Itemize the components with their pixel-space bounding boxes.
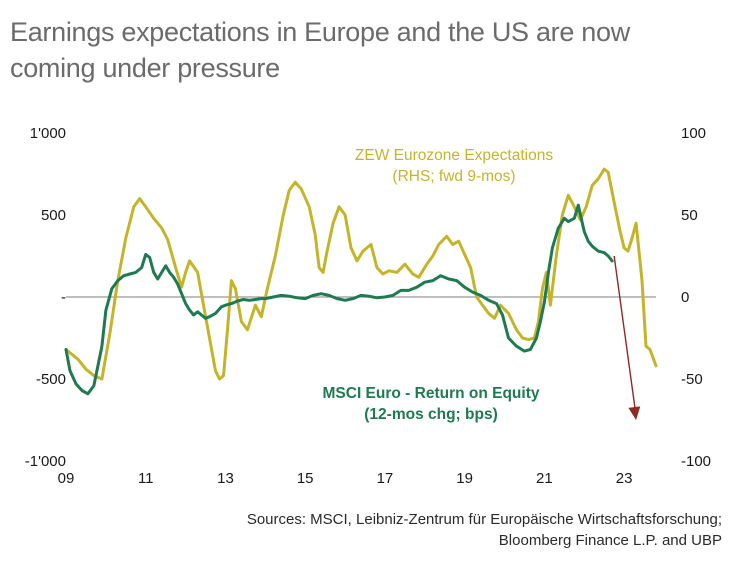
- sources-line1: Sources: MSCI, Leibniz-Zentrum für Europ…: [246, 511, 722, 528]
- x-tick-label: 15: [297, 470, 314, 487]
- x-tick-label: 23: [616, 470, 633, 487]
- roe-annotation-line2: (12-mos chg; bps): [364, 406, 497, 423]
- roe-series-line: [64, 203, 614, 396]
- y-right-tick-label: -50: [681, 371, 703, 388]
- y-left-tick-label: -500: [36, 371, 66, 388]
- x-tick-label: 19: [456, 470, 473, 487]
- y-left-tick-label: 1'000: [30, 125, 66, 142]
- x-tick-label: 21: [536, 470, 553, 487]
- sources-line2: Bloomberg Finance L.P. and UBP: [498, 532, 722, 549]
- annotations: ZEW Eurozone Expectations (RHS; fwd 9-mo…: [323, 147, 554, 423]
- chart-title-line2: coming under pressure: [10, 53, 280, 83]
- roe-annotation-line1: MSCI Euro - Return on Equity: [323, 385, 540, 402]
- y-right-tick-label: 0: [681, 289, 689, 306]
- zew-annotation-line1: ZEW Eurozone Expectations: [355, 147, 553, 164]
- trend-arrow-head: [628, 406, 641, 420]
- chart-title: Earnings expectations in Europe and the …: [10, 14, 710, 86]
- y-left-tick-label: -: [61, 289, 66, 306]
- y-right-tick-label: -100: [681, 453, 711, 470]
- y-left-tick-label: -1'000: [25, 453, 66, 470]
- series-layer: [64, 167, 658, 396]
- x-tick-label: 09: [58, 470, 75, 487]
- trend-arrow-line: [613, 255, 637, 417]
- zew-series-line: [64, 167, 658, 381]
- x-tick-label: 17: [377, 470, 394, 487]
- zew-annotation-line2: (RHS; fwd 9-mos): [392, 168, 515, 185]
- chart-title-line1: Earnings expectations in Europe and the …: [10, 17, 630, 47]
- y-right-tick-label: 100: [681, 125, 706, 142]
- sources-note: Sources: MSCI, Leibniz-Zentrum für Europ…: [82, 509, 722, 551]
- arrow-layer: [613, 255, 641, 420]
- x-tick-label: 11: [138, 470, 154, 487]
- y-left-tick-label: 500: [41, 207, 66, 224]
- y-right-tick-label: 50: [681, 207, 698, 224]
- x-tick-label: 13: [217, 470, 234, 487]
